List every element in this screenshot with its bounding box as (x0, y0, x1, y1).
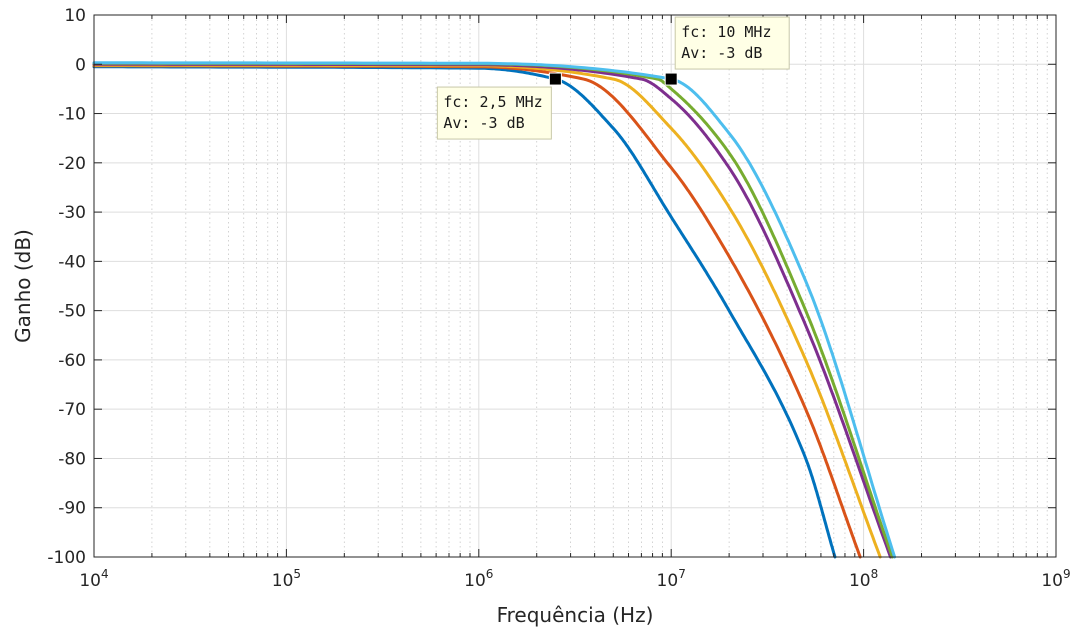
y-tick-label: -70 (58, 400, 86, 420)
datatips: fc: 2,5 MHz Av: -3 dB fc: 10 MHz Av: -3 dB (436, 16, 790, 140)
series-line (92, 61, 897, 559)
datatip-line1: fc: 10 MHz (681, 23, 771, 41)
datatip[interactable]: fc: 10 MHz Av: -3 dB (664, 16, 790, 86)
datatip-marker[interactable] (664, 72, 678, 86)
y-tick-label: -10 (58, 105, 86, 125)
y-tick-label: -20 (58, 154, 86, 174)
y-tick-label: -80 (58, 449, 86, 469)
y-tick-labels: 10 0 -10 -20 -30 -40 -50 -60 -70 -80 -90 -100 (47, 6, 86, 568)
series-group (92, 61, 897, 559)
datatip-line1: fc: 2,5 MHz (443, 93, 542, 111)
x-tick-label: 109 (1041, 567, 1070, 591)
series-line (92, 65, 837, 559)
datatip-line2: Av: -3 dB (443, 114, 524, 132)
plot-frame (93, 14, 1057, 558)
datatip-box (674, 16, 790, 70)
y-tick-label: -50 (58, 302, 86, 322)
y-axis-title: Ganho (dB) (11, 229, 35, 343)
x-axis-title: Frequência (Hz) (497, 603, 654, 627)
x-tick-label: 108 (849, 567, 878, 591)
datatip-line2: Av: -3 dB (681, 44, 762, 62)
x-tick-label: 106 (464, 567, 493, 591)
datatip-marker[interactable] (548, 72, 562, 86)
plot-area (94, 15, 1056, 557)
x-tick-labels: 104 105 106 107 108 109 (79, 567, 1070, 591)
y-tick-label: 10 (64, 6, 86, 26)
y-tick-label: 0 (75, 55, 86, 75)
datatip[interactable]: fc: 2,5 MHz Av: -3 dB (436, 72, 562, 140)
y-tick-label: -40 (58, 252, 86, 272)
tick-marks (93, 14, 1057, 558)
x-tick-label: 105 (272, 567, 301, 591)
y-tick-label: -100 (47, 548, 86, 568)
datatip-box (436, 86, 552, 140)
x-tick-label: 104 (79, 567, 108, 591)
y-tick-label: -90 (58, 499, 86, 519)
minor-grid (151, 15, 1048, 557)
x-tick-label: 107 (657, 567, 686, 591)
y-tick-label: -30 (58, 203, 86, 223)
y-tick-label: -60 (58, 351, 86, 371)
